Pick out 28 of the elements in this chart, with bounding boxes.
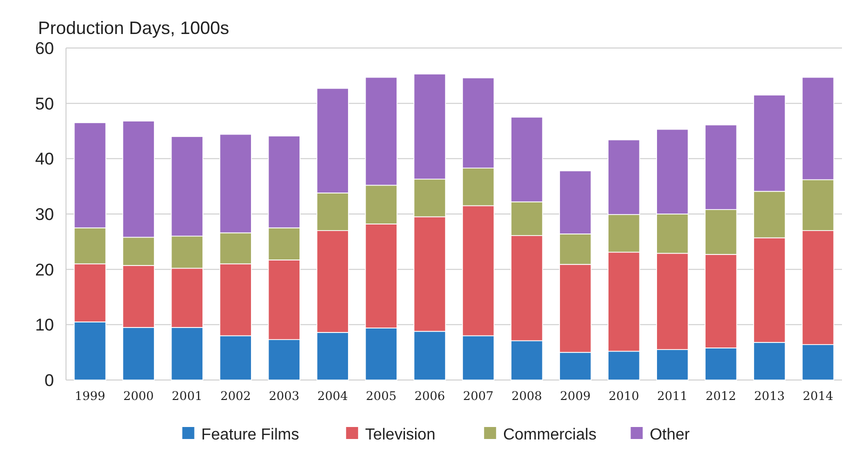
x-tick-label: 2007 — [462, 389, 494, 403]
x-tick-label: 2014 — [802, 389, 834, 403]
y-tick-label: 40 — [35, 150, 54, 169]
x-tick-label: 2006 — [414, 389, 446, 403]
y-tick-label: 0 — [44, 370, 54, 390]
y-tick-label: 10 — [35, 316, 54, 335]
y-tick-label: 60 — [35, 38, 54, 58]
x-tick-label: 2000 — [123, 389, 154, 403]
x-tick-label: 1999 — [74, 389, 106, 403]
legend-label: Commercials — [503, 426, 596, 444]
legend-label: Television — [365, 426, 436, 444]
x-tick-label: 2009 — [560, 389, 591, 403]
x-tick-label: 2011 — [657, 389, 688, 403]
x-tick-label: 2012 — [706, 389, 736, 403]
x-tick-label: 2003 — [268, 389, 300, 403]
y-axis-title: Production Days, 1000s — [38, 18, 230, 38]
y-tick-label: 20 — [35, 260, 54, 280]
x-tick-label: 2002 — [220, 389, 251, 403]
x-tick-label: 2005 — [366, 389, 396, 403]
x-tick-label: 2010 — [608, 389, 640, 403]
legend-label: Other — [650, 426, 690, 444]
x-tick-label: 2008 — [512, 389, 542, 403]
y-tick-label: 50 — [35, 94, 54, 114]
y-tick-label: 30 — [35, 204, 54, 224]
x-tick-label: 2013 — [754, 389, 785, 403]
x-tick-label: 2004 — [317, 389, 348, 403]
legend-label: Feature Films — [201, 426, 300, 444]
x-tick-label: 2001 — [172, 389, 202, 403]
